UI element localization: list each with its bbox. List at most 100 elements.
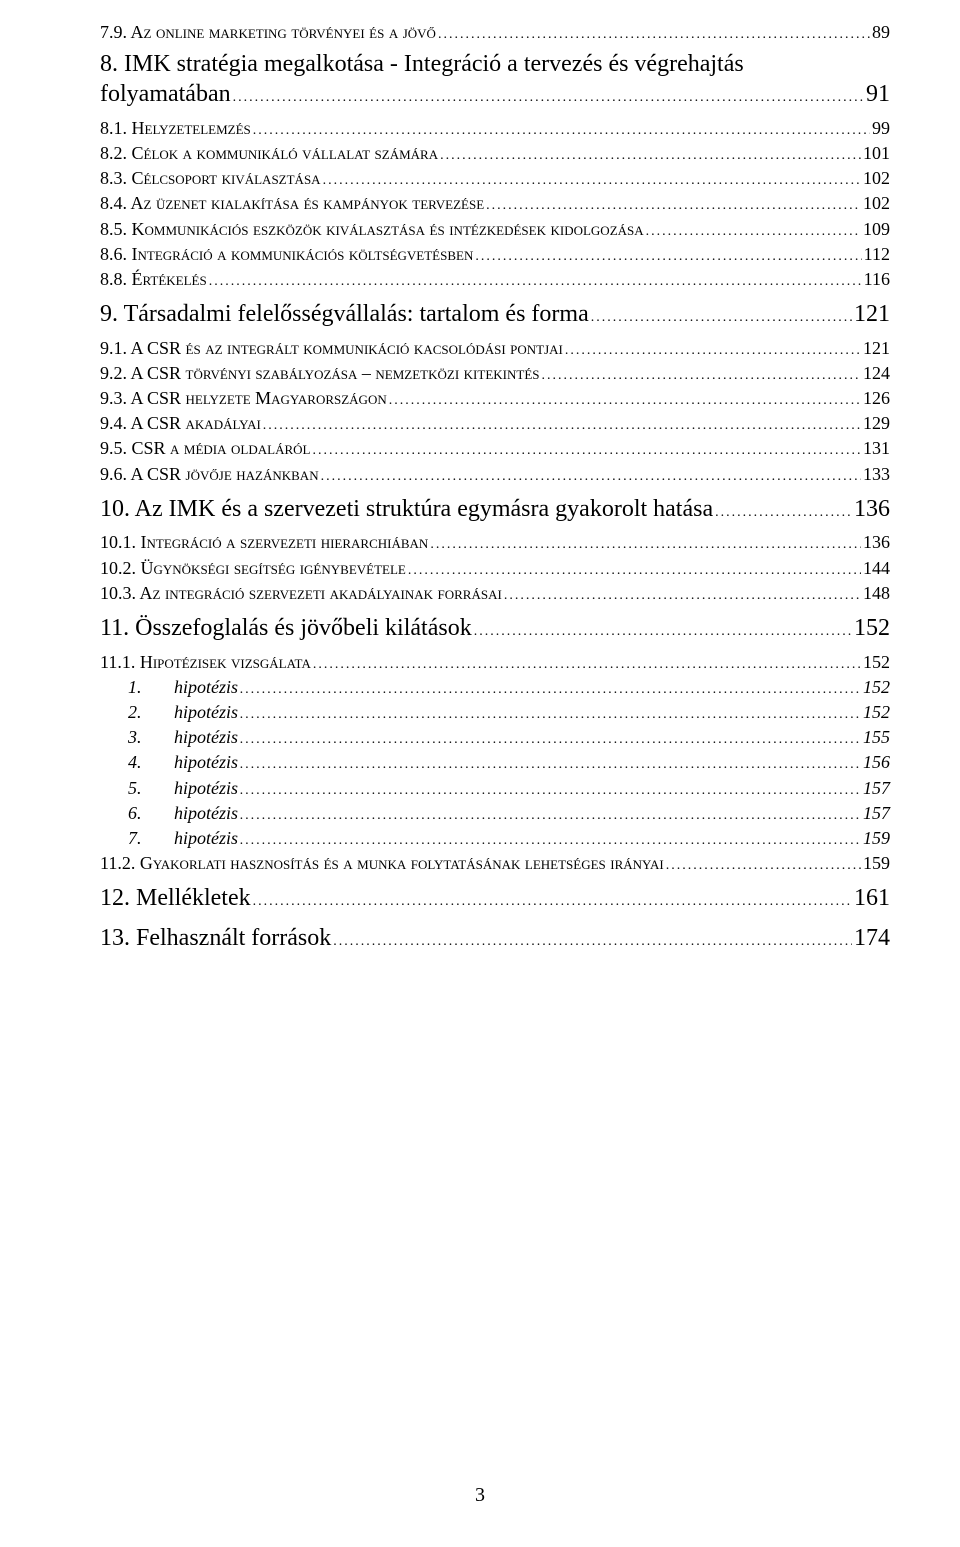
toc-label: 9.3. A CSR helyzete Magyarországon [100, 386, 387, 411]
toc-leader-dots [240, 675, 861, 700]
toc-page-number: 121 [854, 298, 890, 332]
toc-subitem-number: 5. [128, 776, 174, 801]
toc-page-number: 131 [863, 436, 890, 461]
toc-label: 11.1. Hipotézisek vizsgálata [100, 650, 311, 675]
toc-entry-section: 10.2. Ügynökségi segítség igénybevétele … [100, 556, 890, 581]
toc-leader-dots [666, 851, 861, 876]
toc-label: 2.hipotézis [100, 700, 238, 725]
toc-page-number: 144 [863, 556, 890, 581]
toc-label: 9.6. A CSR jövője hazánkban [100, 462, 319, 487]
toc-entry-section: 9.5. CSR a média oldaláról 131 [100, 436, 890, 461]
toc-entry-subitem: 4.hipotézis 156 [100, 750, 890, 775]
toc-leader-dots [313, 650, 861, 675]
toc-label: 9.4. A CSR akadályai [100, 411, 261, 436]
toc-entry-section: 8.1. Helyzetelemzés 99 [100, 116, 890, 141]
toc-page-number: 174 [854, 922, 890, 956]
toc-entry-section: 8.4. Az üzenet kialakítása és kampányok … [100, 191, 890, 216]
toc-entry-section: 9.4. A CSR akadályai 129 [100, 411, 890, 436]
toc-page-number: 157 [863, 776, 890, 801]
toc-leader-dots [240, 750, 861, 775]
toc-leader-dots [323, 166, 861, 191]
toc-entry-subitem: 5.hipotézis 157 [100, 776, 890, 801]
toc-page-number: 136 [854, 493, 890, 527]
toc-page-number: 159 [863, 851, 890, 876]
toc-label: 10. Az IMK és a szervezeti struktúra egy… [100, 493, 713, 527]
toc-label: 8.6. Integráció a kommunikációs költségv… [100, 242, 473, 267]
toc-page-number: 116 [864, 267, 890, 292]
toc-label: 13. Felhasznált források [100, 922, 331, 956]
toc-page-number: 109 [863, 217, 890, 242]
toc-page-number: 121 [863, 336, 890, 361]
toc-leader-dots [333, 922, 852, 956]
toc-page-number: 101 [863, 141, 890, 166]
toc-page-number: 112 [864, 242, 890, 267]
toc-page-number: 102 [863, 191, 890, 216]
toc-label: 8. IMK stratégia megalkotása - Integráci… [100, 51, 890, 78]
toc-entry-section: 10.1. Integráció a szervezeti hierarchiá… [100, 530, 890, 555]
toc-leader-dots [233, 78, 864, 112]
toc-leader-dots [474, 612, 852, 646]
toc-leader-dots [240, 725, 861, 750]
toc-page-number: 89 [872, 20, 890, 45]
toc-entry-section: 8.6. Integráció a kommunikációs költségv… [100, 242, 890, 267]
toc-entry-subitem: 3.hipotézis 155 [100, 725, 890, 750]
toc-container: 7.9. Az online marketing törvényei és a … [100, 20, 890, 955]
toc-page-number: 133 [863, 462, 890, 487]
toc-subitem-number: 6. [128, 801, 174, 826]
toc-entry-section: 8.3. Célcsoport kiválasztása 102 [100, 166, 890, 191]
toc-leader-dots [715, 493, 852, 527]
toc-entry-subitem: 1.hipotézis 152 [100, 675, 890, 700]
toc-leader-dots [253, 882, 852, 916]
toc-entry-section: 8.5. Kommunikációs eszközök kiválasztása… [100, 217, 890, 242]
toc-page-number: 124 [863, 361, 890, 386]
toc-label: 10.1. Integráció a szervezeti hierarchiá… [100, 530, 428, 555]
toc-entry-chapter: 11. Összefoglalás és jövőbeli kilátások … [100, 612, 890, 646]
toc-subitem-text: hipotézis [174, 778, 238, 798]
toc-label: 4.hipotézis [100, 750, 238, 775]
toc-leader-dots [209, 267, 862, 292]
toc-entry-section: 9.1. A CSR és az integrált kommunikáció … [100, 336, 890, 361]
toc-leader-dots [504, 581, 861, 606]
toc-entry-chapter: 10. Az IMK és a szervezeti struktúra egy… [100, 493, 890, 527]
toc-leader-dots [240, 801, 861, 826]
toc-subitem-text: hipotézis [174, 828, 238, 848]
toc-page-number: 159 [863, 826, 890, 851]
toc-leader-dots [253, 116, 870, 141]
toc-leader-dots [438, 20, 870, 45]
toc-entry-chapter: 12. Mellékletek 161 [100, 882, 890, 916]
toc-entry-section: 8.8. Értékelés 116 [100, 267, 890, 292]
toc-entry-section: 9.3. A CSR helyzete Magyarországon 126 [100, 386, 890, 411]
toc-entry-section: 9.2. A CSR törvényi szabályozása – nemze… [100, 361, 890, 386]
toc-page-number: 152 [854, 612, 890, 646]
toc-label: 3.hipotézis [100, 725, 238, 750]
toc-leader-dots [240, 776, 861, 801]
toc-subitem-text: hipotézis [174, 752, 238, 772]
toc-subitem-number: 4. [128, 750, 174, 775]
toc-entry-subitem: 2.hipotézis 152 [100, 700, 890, 725]
toc-leader-dots [321, 462, 861, 487]
toc-label: 8.4. Az üzenet kialakítása és kampányok … [100, 191, 484, 216]
toc-page-number: 136 [863, 530, 890, 555]
toc-entry-chapter: 8. IMK stratégia megalkotása - Integráci… [100, 51, 890, 112]
toc-label: 9.1. A CSR és az integrált kommunikáció … [100, 336, 563, 361]
toc-subitem-text: hipotézis [174, 803, 238, 823]
toc-label: 9.5. CSR a média oldaláról [100, 436, 310, 461]
toc-page-number: 102 [863, 166, 890, 191]
toc-subitem-number: 3. [128, 725, 174, 750]
toc-page-number: 156 [863, 750, 890, 775]
toc-page-number: 126 [863, 386, 890, 411]
toc-label: folyamatában [100, 78, 231, 112]
toc-entry-subitem: 7.hipotézis 159 [100, 826, 890, 851]
toc-label: 7.9. Az online marketing törvényei és a … [100, 20, 436, 45]
toc-entry-section: 9.6. A CSR jövője hazánkban 133 [100, 462, 890, 487]
toc-leader-dots [646, 217, 861, 242]
toc-leader-dots [240, 700, 861, 725]
toc-page-number: 161 [854, 882, 890, 916]
toc-page-number: 157 [863, 801, 890, 826]
toc-label: 5.hipotézis [100, 776, 238, 801]
toc-page: 7.9. Az online marketing törvényei és a … [0, 0, 960, 1547]
toc-page-number: 99 [872, 116, 890, 141]
toc-label: 9. Társadalmi felelősségvállalás: tartal… [100, 298, 589, 332]
toc-subitem-number: 7. [128, 826, 174, 851]
toc-page-number: 91 [866, 78, 890, 112]
